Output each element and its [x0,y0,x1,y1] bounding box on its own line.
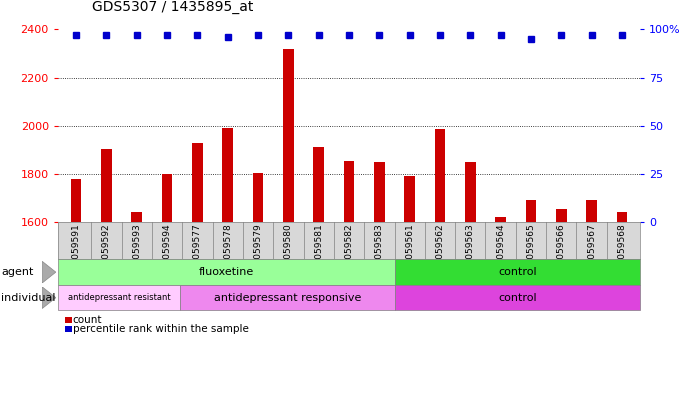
Text: individual: individual [1,293,56,303]
Text: percentile rank within the sample: percentile rank within the sample [73,324,249,334]
Text: GSM1059579: GSM1059579 [253,223,263,284]
Text: count: count [73,315,102,325]
Text: control: control [498,293,537,303]
Bar [162,174,172,222]
Text: GSM1059566: GSM1059566 [557,223,566,284]
Bar [374,162,385,222]
Text: GSM1059577: GSM1059577 [193,223,202,284]
Bar [253,173,264,222]
Bar [405,176,415,222]
Text: GSM1059563: GSM1059563 [466,223,475,284]
Text: GSM1059593: GSM1059593 [132,223,141,284]
Text: GSM1059564: GSM1059564 [496,223,505,284]
Bar [71,179,82,222]
Text: antidepressant responsive: antidepressant responsive [214,293,362,303]
Text: GSM1059578: GSM1059578 [223,223,232,284]
Text: GSM1059580: GSM1059580 [284,223,293,284]
Bar [131,212,142,222]
Text: GSM1059582: GSM1059582 [345,223,353,284]
Text: GDS5307 / 1435895_at: GDS5307 / 1435895_at [92,0,253,14]
Bar [344,161,354,222]
Text: GSM1059565: GSM1059565 [526,223,535,284]
Text: control: control [498,267,537,277]
Bar [465,162,475,222]
Bar [101,149,112,222]
Text: GSM1059581: GSM1059581 [314,223,323,284]
Text: agent: agent [1,267,34,277]
Text: GSM1059592: GSM1059592 [102,223,111,284]
Text: GSM1059562: GSM1059562 [435,223,445,284]
Bar [313,147,324,222]
Bar [192,143,203,222]
Polygon shape [42,261,56,283]
Polygon shape [42,287,56,309]
Bar [616,212,627,222]
Bar [586,200,597,222]
Text: GSM1059583: GSM1059583 [375,223,384,284]
Text: GSM1059594: GSM1059594 [163,223,172,284]
Bar [495,217,506,222]
Text: fluoxetine: fluoxetine [199,267,254,277]
Bar [556,209,567,222]
Text: GSM1059591: GSM1059591 [72,223,80,284]
Bar [526,200,536,222]
Text: antidepressant resistant: antidepressant resistant [68,293,170,302]
Bar [283,49,294,222]
Text: GSM1059567: GSM1059567 [587,223,596,284]
Text: GSM1059561: GSM1059561 [405,223,414,284]
Bar [223,128,233,222]
Text: GSM1059568: GSM1059568 [618,223,627,284]
Bar [434,129,445,222]
